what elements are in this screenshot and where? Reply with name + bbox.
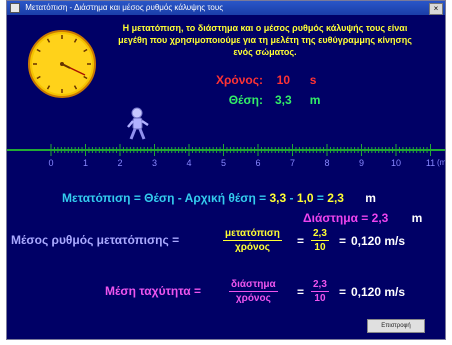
displacement-position: 3,3 bbox=[269, 191, 287, 205]
distance-label: Διάστημα = bbox=[303, 211, 369, 225]
ruler-tick-label: 6 bbox=[255, 158, 260, 168]
speed-fraction-words: διάστημα χρόνος bbox=[229, 279, 278, 304]
rate-equals-2: = bbox=[339, 234, 347, 248]
ruler-tick-label: 7 bbox=[290, 158, 295, 168]
ruler-tick-label: 3 bbox=[152, 158, 157, 168]
time-readout: Χρόνος: 10 s bbox=[207, 73, 316, 87]
displacement-equation: Μετατόπιση = Θέση - Αρχική θέση = 3,3 - … bbox=[62, 191, 376, 205]
displacement-unit: m bbox=[365, 191, 376, 205]
clock-icon bbox=[28, 30, 96, 98]
ruler-tick-label: 2 bbox=[117, 158, 122, 168]
speed-numerator-word: διάστημα bbox=[229, 279, 278, 292]
ruler-unit: (m) bbox=[437, 158, 446, 167]
clock-tick bbox=[36, 48, 41, 53]
speed-label: Μέση ταχύτητα = bbox=[105, 284, 201, 298]
position-unit: m bbox=[309, 93, 321, 107]
position-readout: Θέση: 3,3 m bbox=[207, 93, 321, 107]
speed-equals-2: = bbox=[339, 285, 347, 299]
rate-result: 0,120 m/s bbox=[351, 234, 406, 248]
ruler-tick-label: 10 bbox=[391, 158, 401, 168]
rate-denominator-word: χρόνος bbox=[234, 242, 270, 253]
close-button[interactable]: × bbox=[429, 3, 443, 15]
ruler-tick-label: 5 bbox=[221, 158, 226, 168]
speed-result: 0,120 m/s bbox=[351, 285, 406, 299]
distance-unit: m bbox=[411, 211, 423, 225]
window-title: Μετατόπιση - Διάστημα και μέσος ρυθμός κ… bbox=[25, 3, 224, 12]
rate-denominator-value: 10 bbox=[314, 242, 326, 253]
displacement-label: Μετατόπιση = Θέση - Αρχική θέση = bbox=[62, 191, 267, 205]
rate-equals-1: = bbox=[297, 234, 305, 248]
distance-equation: Διάστημα = 2,3 m bbox=[303, 211, 422, 225]
position-value: 3,3 bbox=[275, 93, 292, 107]
speed-denominator-value: 10 bbox=[314, 293, 326, 304]
rate-label: Μέσος ρυθμός μετατόπισης = bbox=[11, 233, 180, 247]
walking-person-icon bbox=[127, 107, 149, 140]
clock-tick bbox=[36, 75, 41, 80]
ruler-tick-label: 11 bbox=[426, 158, 435, 168]
ruler-tick-label: 4 bbox=[186, 158, 191, 168]
back-button[interactable]: Επιστροφή bbox=[367, 319, 425, 333]
distance-value: 2,3 bbox=[371, 211, 389, 225]
speed-numerator-value: 2,3 bbox=[311, 279, 329, 292]
clock-tick bbox=[46, 38, 51, 43]
clock-tick bbox=[46, 85, 51, 90]
speed-fraction-values: 2,3 10 bbox=[311, 279, 329, 304]
time-value: 10 bbox=[276, 73, 291, 87]
displacement-minus: - bbox=[289, 191, 294, 205]
rate-numerator-value: 2,3 bbox=[311, 228, 329, 241]
rate-fraction-words: μετατόπιση χρόνος bbox=[223, 228, 282, 253]
rate-numerator-word: μετατόπιση bbox=[223, 228, 282, 241]
clock-tick bbox=[83, 48, 88, 53]
rate-fraction-values: 2,3 10 bbox=[311, 228, 329, 253]
app-window: Μετατόπιση - Διάστημα και μέσος ρυθμός κ… bbox=[6, 0, 446, 340]
speed-denominator-word: χρόνος bbox=[235, 293, 271, 304]
clock-tick bbox=[83, 75, 88, 80]
time-unit: s bbox=[309, 73, 317, 87]
position-ruler: 0 1 2 3 4 5 6 7 8 9 10 11 (m) bbox=[7, 144, 446, 168]
displacement-initial: 1,0 bbox=[296, 191, 314, 205]
speed-equals-1: = bbox=[297, 285, 305, 299]
ruler-tick-label: 9 bbox=[359, 158, 364, 168]
ruler-tick-label: 8 bbox=[324, 158, 329, 168]
displacement-result: 2,3 bbox=[327, 191, 344, 205]
app-icon bbox=[10, 2, 20, 13]
intro-text: Η μετατόπιση, το διάστημα και ο μέσος ρυ… bbox=[118, 23, 412, 57]
clock-tick bbox=[73, 38, 78, 43]
clock-tick bbox=[73, 85, 78, 90]
position-label: Θέση: bbox=[228, 93, 263, 107]
time-label: Χρόνος: bbox=[216, 73, 263, 87]
displacement-equals: = bbox=[316, 191, 324, 205]
title-bar: Μετατόπιση - Διάστημα και μέσος ρυθμός κ… bbox=[7, 1, 445, 15]
ruler-tick-label: 1 bbox=[83, 158, 88, 168]
ruler-tick-label: 0 bbox=[48, 158, 53, 168]
